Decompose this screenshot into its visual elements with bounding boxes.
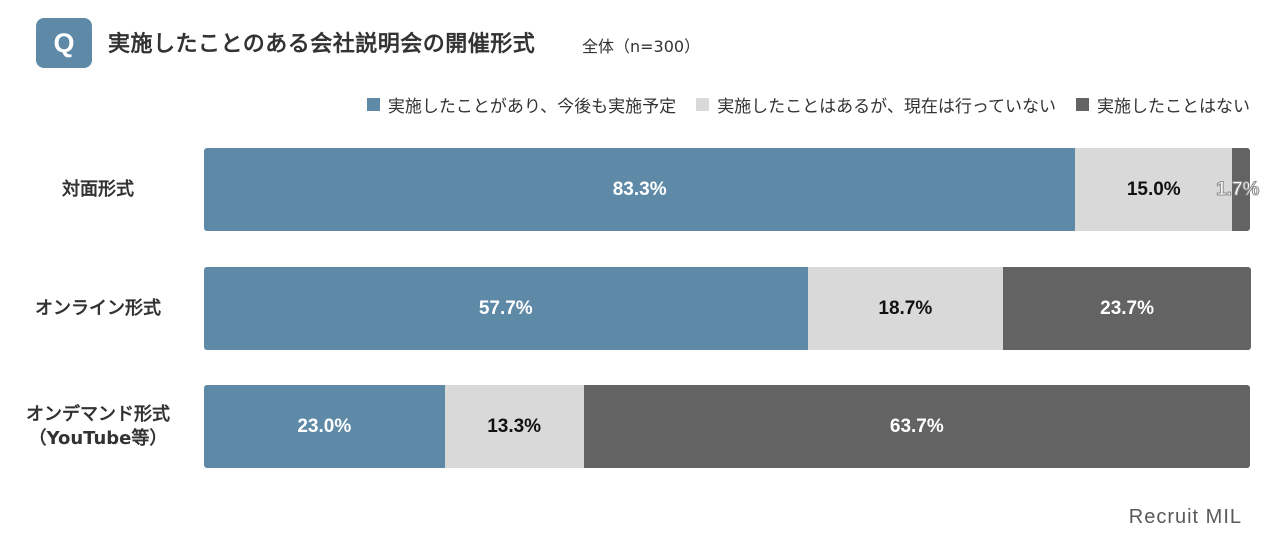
question-badge: Q xyxy=(36,18,92,68)
data-label: 23.7% xyxy=(1100,297,1155,319)
legend-item: 実施したことはあるが、現在は行っていない xyxy=(696,92,1056,117)
bar-segment: 23.0% xyxy=(204,385,445,468)
legend-label: 実施したことはあるが、現在は行っていない xyxy=(717,97,1056,117)
bar-row: 63.7% 13.3% 23.0% xyxy=(204,385,1250,468)
bar-segment: 13.3% xyxy=(444,385,584,468)
legend-swatch xyxy=(1076,98,1089,111)
data-label: 83.3% xyxy=(612,178,667,200)
data-label: 23.0% xyxy=(297,415,352,437)
category-label: オンライン形式 xyxy=(35,297,161,319)
bar-row: 23.7% 18.7% 57.7% xyxy=(204,267,1252,350)
chart-subtitle: 全体（n=300） xyxy=(582,37,701,56)
legend-label: 実施したことはない xyxy=(1097,97,1250,117)
data-label: 13.3% xyxy=(487,415,542,437)
legend-label: 実施したことがあり、今後も実施予定 xyxy=(387,97,677,117)
bar-segment: 57.7% xyxy=(204,267,808,350)
data-label: 1.7% xyxy=(1216,178,1260,200)
bar-row: 15.0% 83.3% 1.7% xyxy=(204,148,1260,231)
bar-segment xyxy=(1232,148,1250,231)
legend-item: 実施したことはない xyxy=(1076,92,1250,117)
legend: 実施したことがあり、今後も実施予定 実施したことはあるが、現在は行っていない 実施し… xyxy=(347,92,1250,117)
bar-segment: 83.3% xyxy=(204,148,1076,231)
category-label: オンデマンド形式 （YouTube等） xyxy=(26,403,170,449)
category-label: 対面形式 xyxy=(62,178,134,200)
bar-segment: 63.7% xyxy=(583,385,1250,468)
data-label: 57.7% xyxy=(478,297,533,319)
legend-swatch xyxy=(366,98,380,111)
legend-item: 実施したことがあり、今後も実施予定 xyxy=(366,92,677,117)
data-label: 63.7% xyxy=(889,415,944,437)
bar-segment: 18.7% xyxy=(807,267,1004,350)
legend-swatch xyxy=(696,98,710,111)
brand-logo: Recruit MIL xyxy=(1128,506,1242,528)
chart-title: 実施したことのある会社説明会の開催形式 xyxy=(108,32,536,57)
data-label: 15.0% xyxy=(1126,178,1181,200)
bar-segment: 15.0% xyxy=(1075,148,1233,231)
data-label: 18.7% xyxy=(878,297,933,319)
bar-segment: 23.7% xyxy=(1003,267,1252,350)
